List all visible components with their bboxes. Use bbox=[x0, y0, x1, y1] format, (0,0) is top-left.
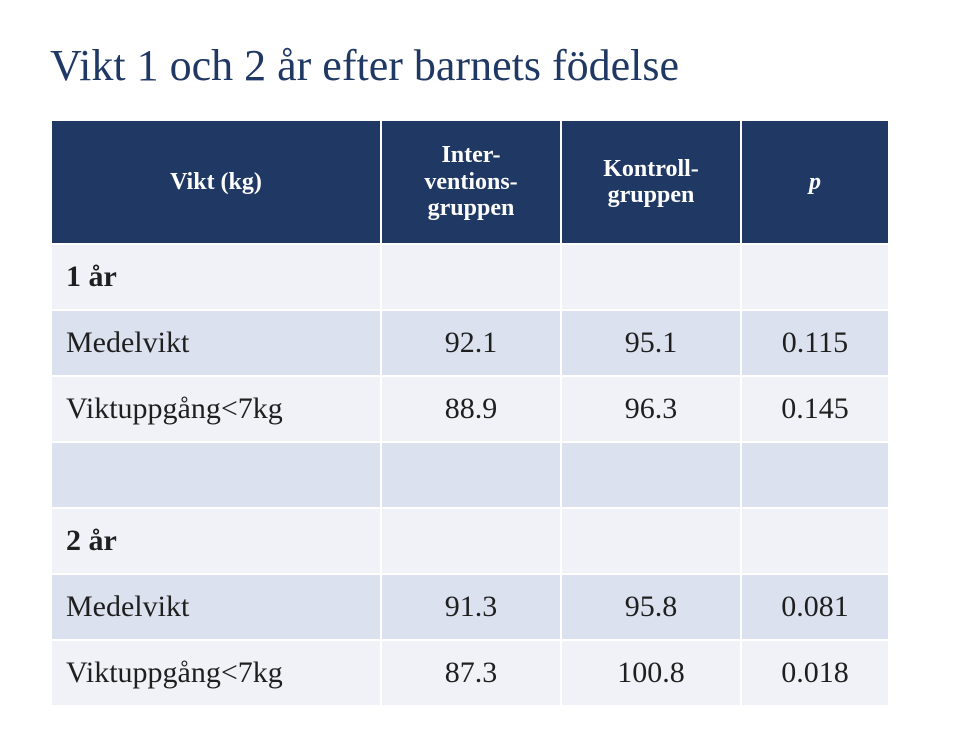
row-label: Medelvikt bbox=[51, 574, 381, 640]
cell: 87.3 bbox=[381, 640, 561, 706]
header-intervention: Inter- ventions- gruppen bbox=[381, 120, 561, 244]
cell bbox=[561, 244, 741, 310]
cell: 100.8 bbox=[561, 640, 741, 706]
header-vikt: Vikt (kg) bbox=[51, 120, 381, 244]
section-1ar: 1 år bbox=[51, 244, 381, 310]
cell bbox=[741, 442, 889, 508]
cell: 91.3 bbox=[381, 574, 561, 640]
header-intervention-l2: ventions- bbox=[424, 169, 517, 195]
cell: 0.145 bbox=[741, 376, 889, 442]
table-row: Viktuppgång<7kg 88.9 96.3 0.145 bbox=[51, 376, 889, 442]
cell: 95.1 bbox=[561, 310, 741, 376]
section-2ar: 2 år bbox=[51, 508, 381, 574]
row-label: Viktuppgång<7kg bbox=[51, 640, 381, 706]
cell: 95.8 bbox=[561, 574, 741, 640]
header-intervention-l3: gruppen bbox=[428, 195, 515, 221]
cell bbox=[381, 442, 561, 508]
table-row: Viktuppgång<7kg 87.3 100.8 0.018 bbox=[51, 640, 889, 706]
cell bbox=[561, 442, 741, 508]
row-label: Medelvikt bbox=[51, 310, 381, 376]
slide-title: Vikt 1 och 2 år efter barnets födelse bbox=[50, 40, 919, 91]
cell: 88.9 bbox=[381, 376, 561, 442]
header-intervention-l1: Inter- bbox=[441, 142, 500, 168]
data-table: Vikt (kg) Inter- ventions- gruppen Kontr… bbox=[50, 119, 890, 707]
cell: 0.018 bbox=[741, 640, 889, 706]
table-row: 1 år bbox=[51, 244, 889, 310]
cell bbox=[741, 244, 889, 310]
slide: Vikt 1 och 2 år efter barnets födelse Vi… bbox=[0, 0, 959, 737]
spacer-row bbox=[51, 442, 381, 508]
cell bbox=[381, 244, 561, 310]
table-row bbox=[51, 442, 889, 508]
cell: 96.3 bbox=[561, 376, 741, 442]
table-header-row: Vikt (kg) Inter- ventions- gruppen Kontr… bbox=[51, 120, 889, 244]
header-p: p bbox=[741, 120, 889, 244]
cell: 0.081 bbox=[741, 574, 889, 640]
cell: 92.1 bbox=[381, 310, 561, 376]
cell bbox=[741, 508, 889, 574]
cell bbox=[561, 508, 741, 574]
row-label: Viktuppgång<7kg bbox=[51, 376, 381, 442]
table-row: 2 år bbox=[51, 508, 889, 574]
cell bbox=[381, 508, 561, 574]
header-kontroll: Kontroll- gruppen bbox=[561, 120, 741, 244]
table-row: Medelvikt 91.3 95.8 0.081 bbox=[51, 574, 889, 640]
cell: 0.115 bbox=[741, 310, 889, 376]
header-kontroll-l2: gruppen bbox=[608, 182, 695, 208]
header-kontroll-l1: Kontroll- bbox=[603, 156, 699, 182]
table-row: Medelvikt 92.1 95.1 0.115 bbox=[51, 310, 889, 376]
